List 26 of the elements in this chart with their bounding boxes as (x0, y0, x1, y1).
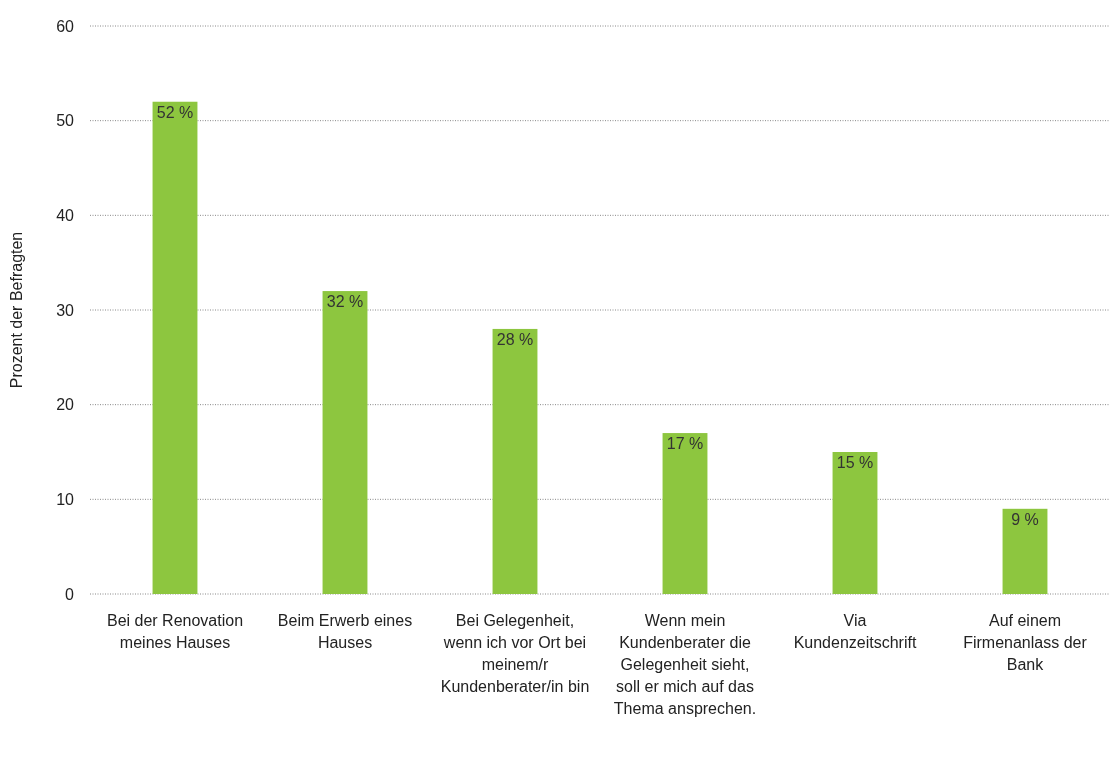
bar (832, 452, 878, 594)
y-tick-label: 60 (56, 17, 75, 35)
x-tick-label: Bei Gelegenheit, wenn ich vor Ort bei meinem/r Kundenberater/in bin (440, 612, 590, 695)
x-tick-label: Beim Erwerb eines Hauses (277, 612, 413, 651)
x-tick-label: Auf einem Firmenanlass der Bank (963, 612, 1088, 673)
bar (1002, 508, 1048, 594)
bar (492, 328, 538, 594)
data-label: 28 % (496, 330, 534, 348)
x-tick-label: Bei der Renovation meines Hauses (106, 612, 244, 651)
y-tick-label: 30 (56, 301, 75, 319)
y-tick-label: 50 (56, 112, 75, 130)
y-tick-label: 0 (65, 585, 75, 603)
y-tick-label: 10 (56, 490, 75, 508)
y-axis-title: Prozent der Befragten (8, 231, 25, 389)
data-label: 15 % (836, 454, 874, 471)
data-label: 32 % (326, 293, 364, 311)
data-label: 52 % (156, 103, 194, 121)
y-tick-label: 20 (56, 396, 75, 414)
bar (662, 433, 708, 594)
bar (152, 101, 198, 594)
data-label: 9 % (1011, 510, 1039, 528)
bar (322, 291, 368, 594)
data-label: 17 % (666, 435, 704, 453)
x-tick-label: Via Kundenzeitschrift (793, 612, 917, 651)
x-tick-label: Wenn mein Kundenberater die Gelegenheit sieht, soll er mich auf das Thema ansprechen. (613, 612, 757, 717)
y-tick-label: 40 (56, 206, 75, 224)
